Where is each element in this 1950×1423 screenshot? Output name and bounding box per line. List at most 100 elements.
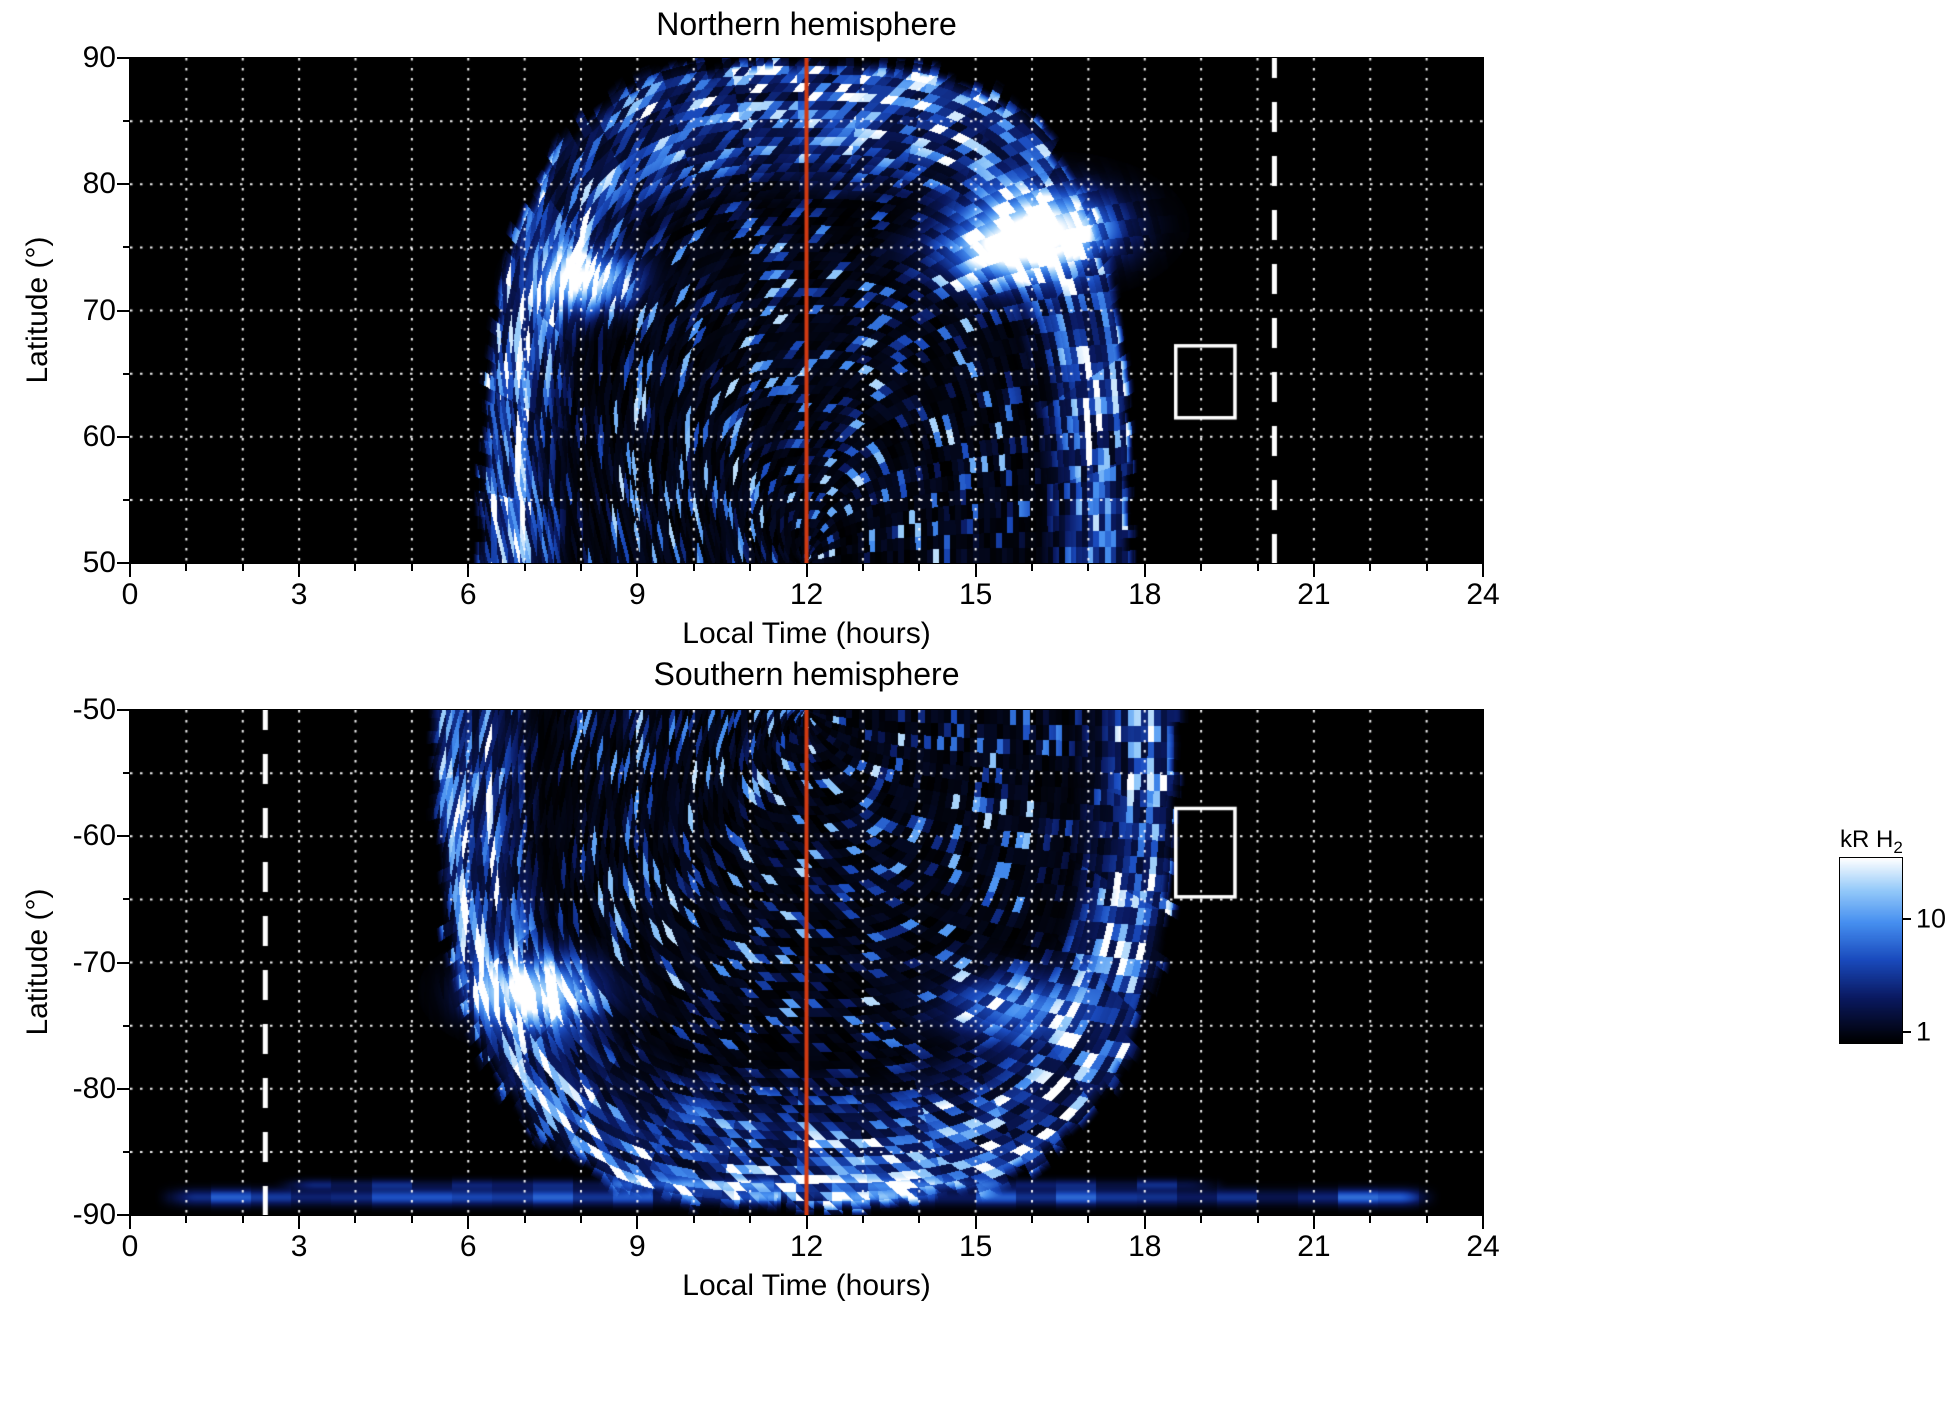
x-tick-label: 9 (629, 1230, 646, 1263)
y-tick-mark (117, 183, 130, 186)
y-tick-label: 90 (82, 41, 116, 74)
y-axis-north: 90 80 70 60 50 (28, 41, 122, 579)
x-tick-mark (410, 564, 413, 571)
x-tick-label: 24 (1466, 1230, 1500, 1263)
heatmap-canvas-south (130, 710, 1483, 1215)
x-tick-mark (354, 564, 357, 571)
x-tick-mark (129, 1216, 131, 1229)
x-tick-label: 12 (789, 578, 824, 611)
colorbar-tick-mark (1903, 1031, 1911, 1034)
y-tick-mark (123, 1150, 130, 1153)
y-tick-mark (123, 1024, 130, 1027)
y-tick-mark (117, 57, 130, 59)
x-tick-mark (241, 564, 244, 571)
x-axis-north: 0 3 6 9 12 15 18 21 24 (122, 578, 1500, 614)
x-tick-mark (918, 564, 921, 571)
x-tick-mark (1256, 1216, 1259, 1223)
x-tick-label: 18 (1128, 578, 1162, 611)
x-tick-mark (241, 1216, 244, 1223)
panel-title-south: Southern hemisphere (653, 656, 960, 692)
colorbar-ticks: 10 1 (1840, 826, 1950, 1076)
plot-area-south (129, 709, 1484, 1216)
x-tick-mark (1312, 564, 1315, 577)
y-tick-mark (123, 772, 130, 775)
x-tick-mark (1369, 1216, 1372, 1223)
x-axis-south: 0 3 6 9 12 15 18 21 24 (122, 1230, 1500, 1266)
y-tick-label: -60 (72, 819, 116, 853)
x-tick-mark (1312, 1216, 1315, 1229)
x-tick-label: 3 (290, 1230, 308, 1263)
x-tick-label: 12 (789, 1230, 824, 1263)
x-tick-label: 21 (1297, 1230, 1331, 1263)
x-tick-mark (636, 1216, 639, 1229)
y-tick-mark (117, 309, 130, 312)
x-tick-mark (974, 1216, 977, 1229)
colorbar-gradient (1839, 857, 1903, 1044)
colorbar-unit-subscript: 2 (1893, 837, 1903, 857)
x-tick-mark (1087, 1216, 1090, 1223)
x-tick-mark (354, 1216, 357, 1223)
colorbar-unit-label: kR H2 (1840, 826, 1903, 858)
y-tick-mark (123, 898, 130, 901)
x-tick-mark (749, 564, 752, 571)
x-tick-mark (523, 564, 526, 571)
x-tick-mark (1200, 564, 1203, 571)
y-tick-label: -90 (72, 1198, 116, 1231)
colorbar-tick-label: 1 (1916, 1016, 1932, 1047)
x-tick-label: 6 (459, 1230, 477, 1263)
y-tick-label: -70 (72, 945, 116, 979)
y-tick-mark (123, 498, 130, 501)
colorbar: kR H2 10 1 (1839, 826, 1950, 1076)
x-tick-mark (298, 1216, 301, 1229)
y-tick-mark (117, 709, 130, 711)
x-tick-label: 0 (121, 578, 139, 611)
x-tick-mark (1030, 1216, 1033, 1223)
panel-title-north: Northern hemisphere (656, 6, 957, 42)
y-tick-label: 70 (82, 293, 116, 327)
y-tick-mark (123, 372, 130, 375)
y-tick-label: 50 (82, 546, 116, 579)
y-tick-mark (117, 562, 130, 564)
x-tick-label: 18 (1128, 1230, 1162, 1263)
y-tick-label: -80 (72, 1071, 116, 1105)
x-tick-mark (1143, 564, 1146, 577)
colorbar-tick-label: 10 (1916, 903, 1947, 934)
x-tick-label: 24 (1466, 578, 1500, 611)
x-tick-mark (1256, 564, 1259, 571)
x-tick-mark (1482, 1216, 1484, 1229)
x-tick-mark (579, 1216, 582, 1223)
x-tick-mark (805, 564, 808, 577)
x-tick-mark (636, 564, 639, 577)
y-tick-marks-north (116, 57, 130, 564)
x-tick-mark (1087, 564, 1090, 571)
y-tick-mark (117, 1214, 130, 1216)
x-tick-mark (974, 564, 977, 577)
y-tick-mark (117, 835, 130, 838)
y-tick-mark (117, 1087, 130, 1090)
x-tick-mark (185, 564, 188, 571)
x-tick-label: 21 (1297, 578, 1331, 611)
x-tick-mark (1482, 564, 1484, 577)
y-tick-marks-south (116, 709, 130, 1216)
x-tick-mark (467, 1216, 470, 1229)
y-tick-mark (117, 961, 130, 964)
x-tick-mark (861, 1216, 864, 1223)
x-tick-mark (1030, 564, 1033, 571)
x-tick-mark (692, 564, 695, 571)
x-tick-mark (1200, 1216, 1203, 1223)
x-axis-label-south: Local Time (hours) (682, 1269, 931, 1302)
y-tick-mark (123, 120, 130, 123)
x-tick-mark (692, 1216, 695, 1223)
x-axis-label-north: Local Time (hours) (682, 617, 931, 650)
y-tick-mark (123, 246, 130, 249)
x-tick-mark (805, 1216, 808, 1229)
x-tick-mark (129, 564, 131, 577)
x-tick-mark (1143, 1216, 1146, 1229)
x-tick-mark (298, 564, 301, 577)
x-tick-mark (579, 564, 582, 571)
x-tick-label: 6 (459, 578, 477, 611)
x-tick-marks-north (129, 564, 1484, 578)
x-tick-mark (1425, 564, 1428, 571)
x-tick-mark (410, 1216, 413, 1223)
